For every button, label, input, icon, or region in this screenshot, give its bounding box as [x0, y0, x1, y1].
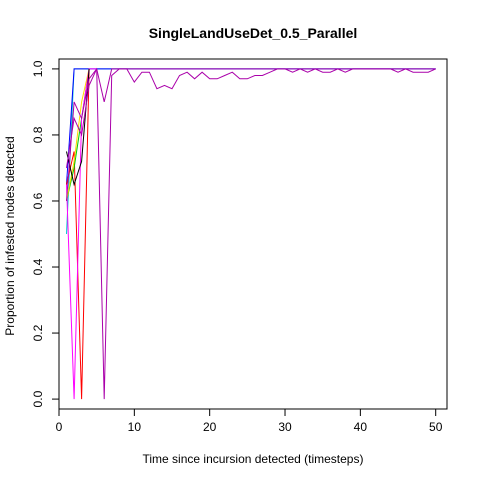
- series-line-3: [66, 68, 90, 400]
- plot-frame: [58, 58, 448, 410]
- series-line-2: [66, 68, 436, 185]
- y-tick-label: 1.0: [31, 60, 45, 77]
- x-axis-label: Time since incursion detected (timesteps…: [143, 452, 364, 466]
- y-tick-label: 0.2: [31, 324, 45, 341]
- y-tick-label: 0.4: [31, 258, 45, 275]
- x-tick-label: 50: [429, 420, 443, 434]
- x-tick-label: 40: [354, 420, 368, 434]
- series-line-1: [66, 68, 436, 235]
- series-line-8: [66, 68, 436, 400]
- y-axis: 0.0 0.2 0.4 0.6 0.8 1.0: [31, 60, 59, 407]
- x-tick-label: 20: [203, 420, 217, 434]
- y-axis-label: Proportion of infested nodes detected: [3, 136, 17, 335]
- series-layer: [66, 67, 436, 400]
- x-axis: 0 10 20 30 40 50: [56, 408, 443, 434]
- series-line-9: [66, 67, 436, 202]
- x-tick-label: 0: [56, 420, 63, 434]
- series-line-7: [66, 68, 90, 187]
- x-tick-label: 30: [278, 420, 292, 434]
- y-tick-label: 0.8: [31, 126, 45, 143]
- chart-title: SingleLandUseDet_0.5_Parallel: [149, 25, 358, 41]
- y-tick-label: 0.6: [31, 192, 45, 209]
- y-tick-label: 0.0: [31, 390, 45, 407]
- series-line-5: [66, 68, 90, 202]
- x-tick-label: 10: [128, 420, 142, 434]
